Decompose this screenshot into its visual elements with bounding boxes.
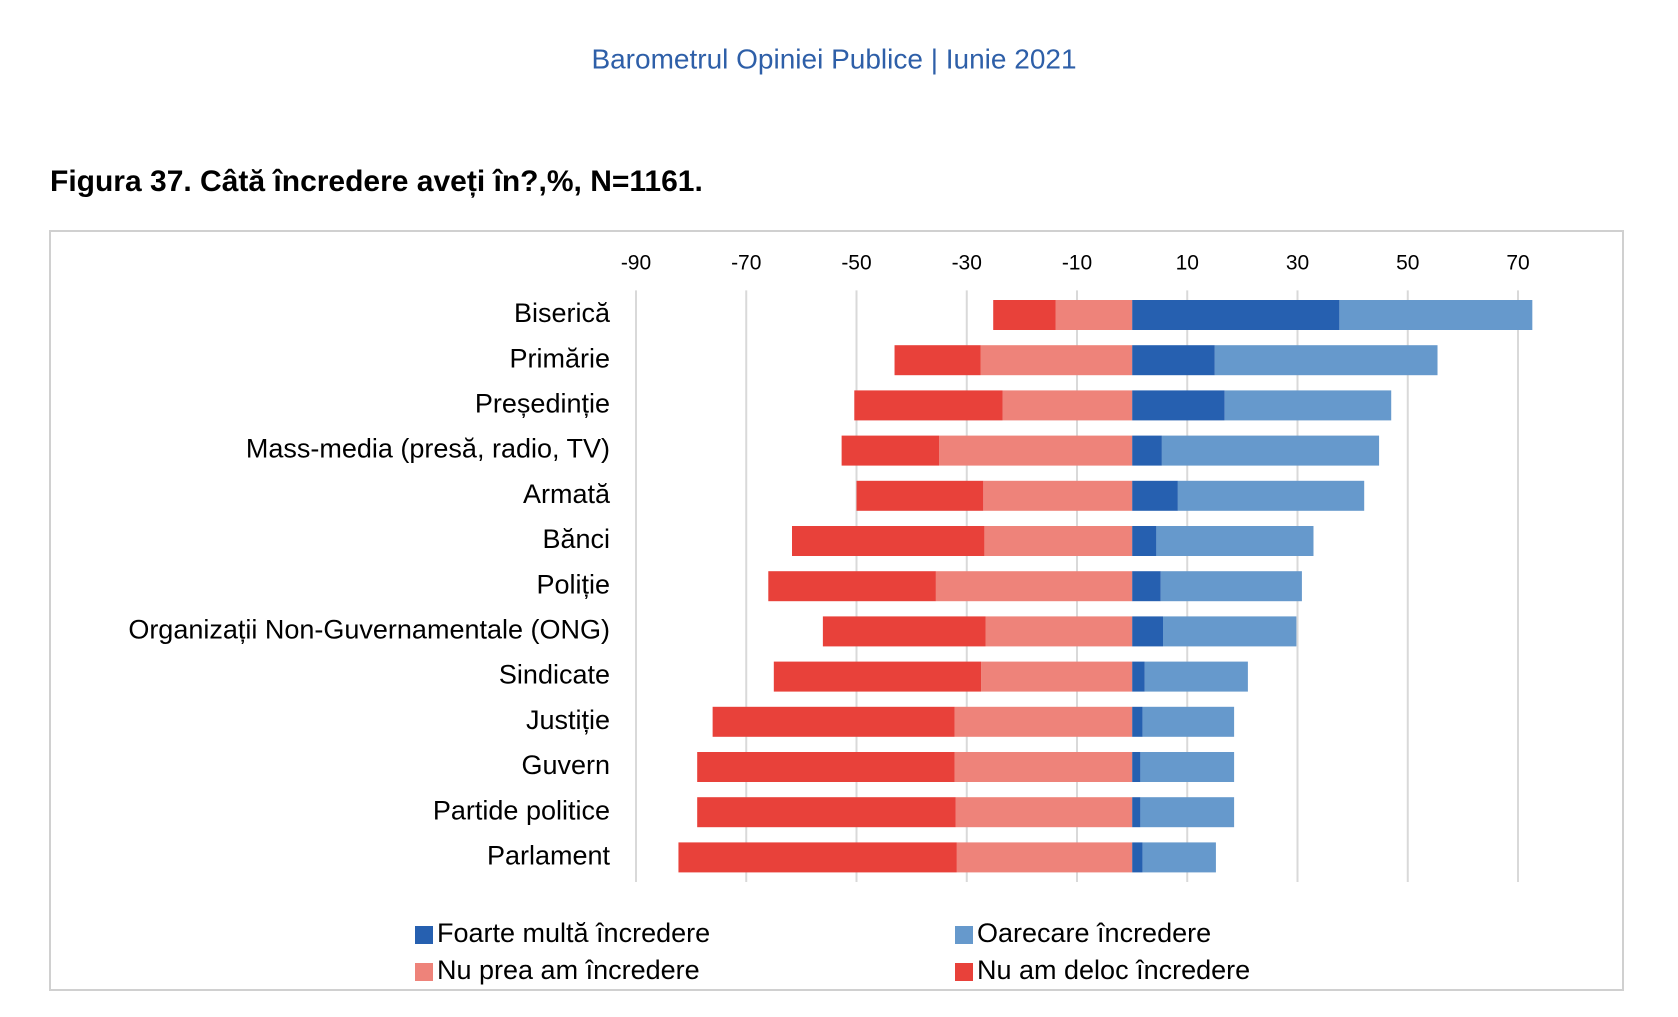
bar	[954, 752, 1133, 782]
bar	[1140, 752, 1235, 782]
x-tick-label: 50	[1396, 252, 1419, 275]
legend-label: Oarecare încredere	[977, 918, 1211, 948]
bar	[985, 616, 1133, 647]
bar	[854, 390, 1003, 421]
bar	[773, 661, 982, 692]
x-tick-label: -10	[1062, 252, 1092, 275]
bar	[712, 706, 955, 737]
bar	[1177, 480, 1365, 511]
category-label: Partide politice	[433, 795, 610, 825]
bar	[935, 571, 1133, 602]
category-label: Poliție	[536, 569, 610, 599]
legend-label: Foarte multă încredere	[437, 918, 710, 948]
bar	[856, 480, 984, 511]
bar	[1224, 390, 1392, 421]
x-tick-label: 70	[1506, 252, 1529, 275]
legend-swatch	[955, 926, 973, 944]
category-label: Mass-media (presă, radio, TV)	[246, 434, 610, 464]
bar	[1132, 345, 1215, 376]
legend-label: Nu am deloc încredere	[977, 955, 1250, 985]
legend-swatch	[955, 963, 973, 981]
bar	[1142, 842, 1216, 873]
x-tick-label: -30	[952, 252, 982, 275]
bar	[678, 842, 957, 873]
bar	[822, 616, 986, 647]
bar	[1132, 706, 1143, 737]
bar	[1161, 435, 1380, 466]
bar	[1339, 300, 1533, 330]
chart-title: Figura 37. Câtă încredere aveți în?,%, N…	[50, 165, 703, 198]
category-label: Biserică	[514, 298, 611, 328]
bar	[1132, 842, 1143, 873]
bar	[939, 435, 1133, 466]
bar	[697, 797, 956, 828]
bar	[1132, 300, 1340, 330]
category-label: Primărie	[509, 343, 610, 373]
bar	[1132, 480, 1178, 511]
bar	[1132, 797, 1141, 828]
x-tick-label: -70	[731, 252, 761, 275]
bar	[993, 300, 1056, 330]
x-tick-label: -50	[841, 252, 871, 275]
bar	[954, 706, 1133, 737]
bar	[697, 752, 955, 782]
bar	[1002, 390, 1133, 421]
category-label: Parlament	[487, 841, 611, 871]
category-label: Organizații Non-Guvernamentale (ONG)	[128, 615, 610, 645]
bar	[1132, 661, 1145, 692]
legend-swatch	[415, 926, 433, 944]
bar	[1144, 661, 1248, 692]
bar	[841, 435, 940, 466]
bar	[1132, 752, 1141, 782]
bar	[980, 345, 1133, 376]
bar	[983, 480, 1133, 511]
x-tick-label: 30	[1286, 252, 1309, 275]
chart-frame	[49, 230, 1624, 991]
legend-label: Nu prea am încredere	[437, 955, 700, 985]
bar	[981, 661, 1133, 692]
category-label: Sindicate	[499, 660, 610, 690]
bar	[894, 345, 981, 376]
bar	[768, 571, 936, 602]
bar	[1055, 300, 1133, 330]
category-label: Justiție	[526, 705, 610, 735]
bar	[1162, 616, 1297, 647]
bar	[955, 797, 1133, 828]
category-label: Guvern	[521, 750, 610, 780]
bar	[1214, 345, 1438, 376]
bar	[1140, 797, 1235, 828]
bar	[956, 842, 1133, 873]
bar	[1132, 616, 1163, 647]
bar	[1132, 390, 1225, 421]
legend-swatch	[415, 963, 433, 981]
bar	[1160, 571, 1302, 602]
bar	[1132, 435, 1162, 466]
bar	[1142, 706, 1235, 737]
x-tick-label: 10	[1176, 252, 1199, 275]
bar	[1132, 526, 1157, 556]
category-label: Bănci	[542, 524, 610, 554]
category-label: Președinție	[475, 389, 610, 419]
bar	[792, 526, 985, 556]
category-label: Armată	[523, 479, 611, 509]
bar	[1132, 571, 1161, 602]
x-tick-label: -90	[621, 252, 651, 275]
page-header: Barometrul Opiniei Publice | Iunie 2021	[591, 43, 1076, 74]
bar	[984, 526, 1133, 556]
bar	[1156, 526, 1314, 556]
